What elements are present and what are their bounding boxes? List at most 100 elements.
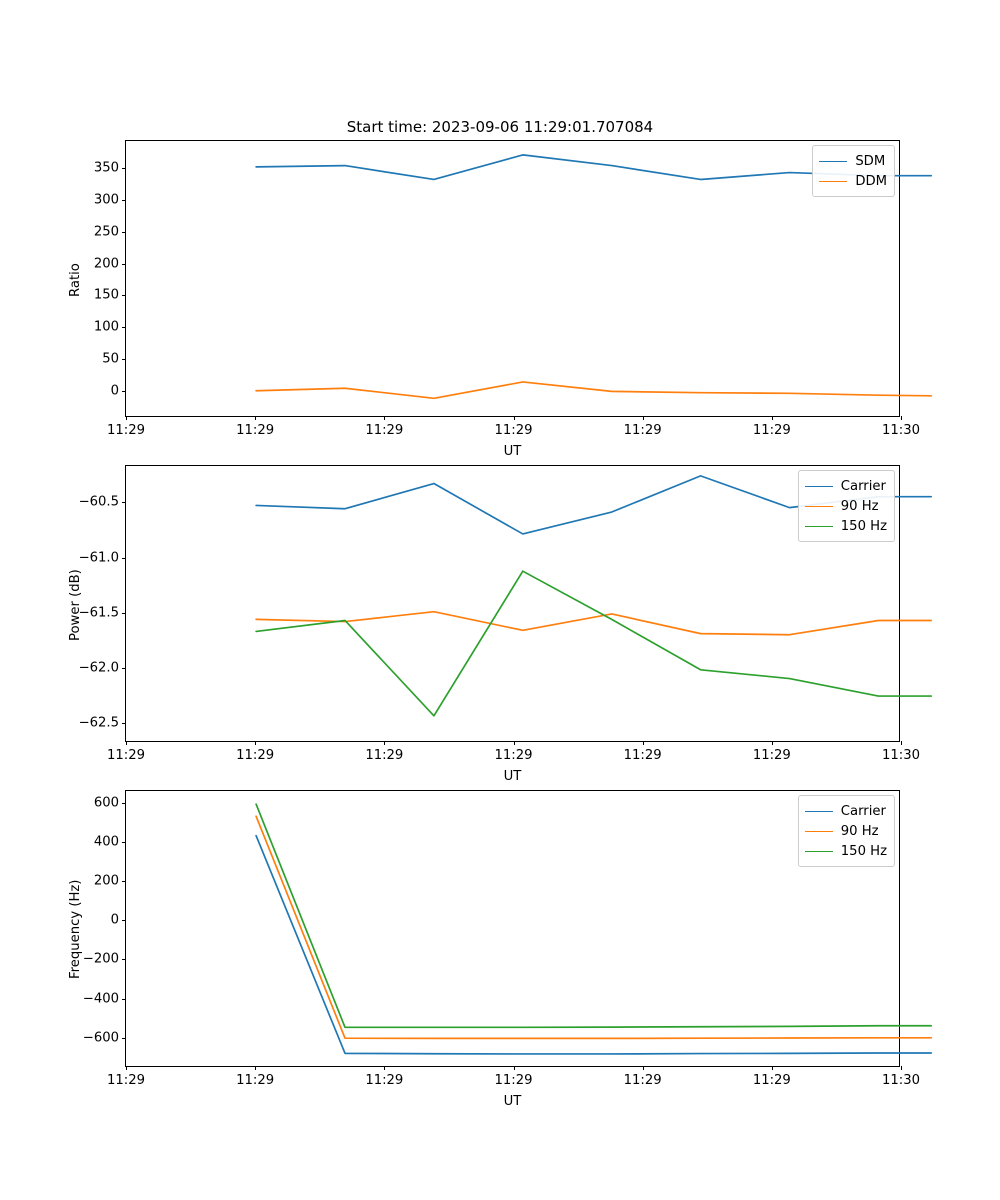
y-tick-label: 200 bbox=[93, 256, 119, 272]
y-tick-label: 250 bbox=[93, 224, 119, 240]
legend-label: SDM bbox=[855, 153, 886, 169]
legend-swatch-line bbox=[804, 810, 833, 812]
x-tick-label: 11:29 bbox=[106, 1073, 146, 1088]
legend-label: Carrier bbox=[840, 478, 886, 494]
y-tick-mark bbox=[122, 263, 126, 265]
y-tick-label: 350 bbox=[93, 160, 119, 176]
legend-swatch-line bbox=[804, 830, 833, 832]
x-tick-label: 11:29 bbox=[365, 1073, 404, 1088]
legend-swatch-line bbox=[804, 505, 833, 507]
y-axis-label-ratio: Ratio bbox=[68, 262, 83, 297]
y-tick-label: 600 bbox=[93, 795, 119, 811]
y-tick-label: −61.5 bbox=[78, 605, 119, 621]
subplot-frequency: Frequency (Hz) UT Carrier 90 Hz 150 Hz 11:… bbox=[68, 790, 933, 1109]
x-tick-label: 11:29 bbox=[106, 748, 146, 763]
y-tick-mark bbox=[122, 390, 126, 392]
legend-label: 150 Hz bbox=[840, 843, 887, 859]
subplot-ratio: Ratio UT SDM DDM 11:29 11:29 11:29 11:29 11:2… bbox=[68, 140, 933, 459]
x-tick-mark bbox=[642, 416, 644, 420]
x-tick-label: 11:29 bbox=[365, 423, 404, 438]
power-plot-lines bbox=[255, 475, 933, 717]
y-tick-label: −60.5 bbox=[78, 494, 119, 510]
y-tick-label: 0 bbox=[110, 383, 119, 399]
y-tick-mark bbox=[122, 358, 126, 360]
y-tick-label: 50 bbox=[102, 351, 119, 367]
y-tick-label: 0 bbox=[110, 912, 119, 928]
x-tick-label: 11:30 bbox=[881, 748, 921, 763]
legend-entry: DDM bbox=[819, 171, 887, 191]
legend-label: 150 Hz bbox=[840, 518, 887, 534]
x-tick-mark bbox=[642, 1066, 644, 1070]
x-tick-label: 11:29 bbox=[752, 423, 791, 438]
y-tick-mark bbox=[122, 841, 126, 843]
x-axis-label-ut-top: UT bbox=[503, 444, 522, 459]
y-tick-mark bbox=[122, 168, 126, 170]
series-line-150-hz bbox=[255, 570, 933, 717]
legend-entry: Carrier bbox=[804, 476, 887, 496]
legend-entry: 90 Hz bbox=[804, 496, 887, 516]
subplot-power: Power (dB) UT Carrier 90 Hz 150 Hz 11:29 11… bbox=[68, 465, 933, 784]
y-tick-mark bbox=[122, 723, 126, 725]
x-tick-mark bbox=[771, 1066, 773, 1070]
y-tick-mark bbox=[122, 327, 126, 329]
x-tick-label: 11:29 bbox=[623, 423, 662, 438]
legend-entry: 150 Hz bbox=[804, 841, 887, 861]
legend-ratio[interactable]: SDM DDM bbox=[812, 145, 895, 197]
x-tick-mark bbox=[126, 416, 127, 420]
y-tick-label: 400 bbox=[93, 834, 119, 850]
legend-entry: SDM bbox=[819, 151, 887, 171]
y-tick-mark bbox=[122, 200, 126, 202]
legend-swatch-line bbox=[804, 485, 833, 487]
legend-label: 90 Hz bbox=[840, 498, 879, 514]
y-tick-mark bbox=[122, 612, 126, 614]
x-tick-label: 11:30 bbox=[881, 1073, 921, 1088]
x-tick-label: 11:29 bbox=[623, 1073, 662, 1088]
x-tick-mark bbox=[901, 416, 902, 420]
x-tick-label: 11:29 bbox=[494, 423, 533, 438]
x-tick-label: 11:29 bbox=[365, 748, 404, 763]
x-tick-label: 11:29 bbox=[623, 748, 662, 763]
x-tick-mark bbox=[384, 1066, 386, 1070]
legend-swatch-line bbox=[804, 525, 833, 527]
x-tick-mark bbox=[255, 416, 257, 420]
x-tick-label: 11:29 bbox=[494, 748, 533, 763]
series-line-90-hz bbox=[255, 815, 933, 1040]
legend-frequency[interactable]: Carrier 90 Hz 150 Hz bbox=[797, 795, 895, 867]
y-tick-mark bbox=[122, 959, 126, 961]
x-tick-label: 11:30 bbox=[881, 423, 921, 438]
y-tick-mark bbox=[122, 998, 126, 1000]
y-tick-label: −62.5 bbox=[78, 715, 119, 731]
legend-swatch-line bbox=[804, 850, 833, 852]
series-line-90-hz bbox=[255, 610, 933, 636]
y-tick-label: 300 bbox=[93, 192, 119, 208]
x-tick-mark bbox=[513, 1066, 515, 1070]
x-tick-label: 11:29 bbox=[106, 423, 146, 438]
x-tick-mark bbox=[901, 741, 902, 745]
y-tick-mark bbox=[122, 881, 126, 883]
legend-label: Carrier bbox=[840, 803, 886, 819]
legend-label: 90 Hz bbox=[840, 823, 879, 839]
x-axis-label-ut-bottom: UT bbox=[503, 1094, 522, 1109]
legend-swatch-line bbox=[819, 160, 848, 162]
x-tick-mark bbox=[126, 741, 127, 745]
x-axis-label-ut-middle: UT bbox=[503, 769, 522, 784]
y-tick-mark bbox=[122, 1037, 126, 1039]
y-tick-mark bbox=[122, 231, 126, 233]
legend-power[interactable]: Carrier 90 Hz 150 Hz bbox=[797, 470, 895, 542]
y-tick-label: 200 bbox=[93, 873, 119, 889]
frequency-plot-lines bbox=[255, 803, 933, 1055]
x-tick-mark bbox=[513, 741, 515, 745]
x-tick-mark bbox=[384, 416, 386, 420]
legend-entry: 150 Hz bbox=[804, 516, 887, 536]
x-tick-label: 11:29 bbox=[236, 1073, 275, 1088]
y-tick-label: −400 bbox=[82, 991, 119, 1006]
y-tick-mark bbox=[122, 802, 126, 804]
x-tick-mark bbox=[255, 741, 257, 745]
x-tick-mark bbox=[384, 741, 386, 745]
ratio-plot-lines bbox=[255, 154, 933, 400]
x-tick-label: 11:29 bbox=[752, 748, 791, 763]
x-tick-mark bbox=[513, 416, 515, 420]
series-line-ddm bbox=[255, 381, 933, 400]
x-tick-label: 11:29 bbox=[236, 748, 275, 763]
x-tick-mark bbox=[126, 1066, 127, 1070]
